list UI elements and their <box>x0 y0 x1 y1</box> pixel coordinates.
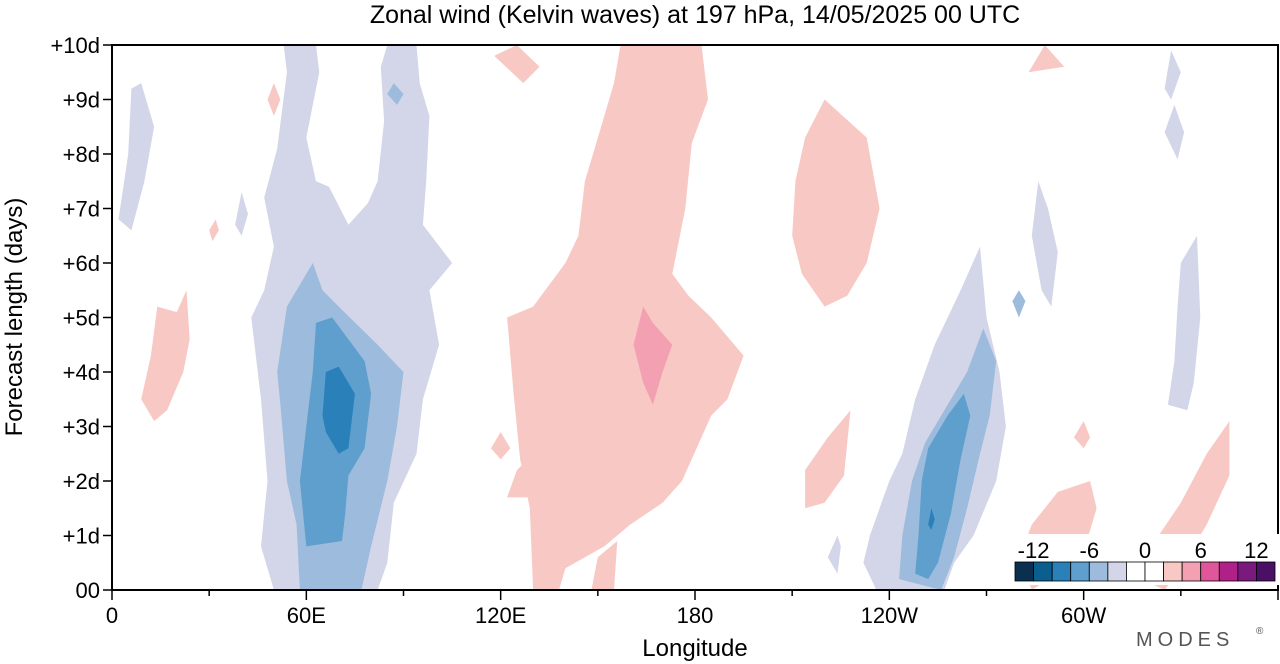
y-tick-label: +5d <box>63 306 100 331</box>
contour-region-pos2-3 <box>591 541 618 590</box>
registered-mark: ® <box>1256 626 1264 637</box>
contour-region-neg2-8 <box>235 192 248 236</box>
x-tick-label: 120W <box>861 603 919 628</box>
contour-region-pos4-0 <box>633 306 673 405</box>
y-tick-label: +2d <box>63 469 100 494</box>
contour-region-pos2-0 <box>141 290 190 422</box>
contour-region-neg2-2 <box>863 246 1006 590</box>
contour-region-neg2-7 <box>827 535 841 574</box>
colorbar-swatch <box>1163 561 1183 582</box>
contour-region-pos2-1 <box>507 45 744 590</box>
y-tick-label: 00 <box>76 578 100 603</box>
contour-region-neg2-6 <box>1164 50 1181 100</box>
modes-logo: MODES <box>1136 629 1234 651</box>
contour-region-neg8-1 <box>928 508 935 530</box>
colorbar-swatch <box>1218 561 1239 582</box>
colorbar-swatch <box>1181 561 1202 582</box>
contour-region-neg2-4 <box>1167 235 1201 411</box>
colorbar-swatch <box>1051 561 1072 582</box>
contour-region-neg6-1 <box>915 393 971 580</box>
colorbar: -12 -6 0 6 12 <box>1011 534 1279 585</box>
x-axis: 0 60E 120E 180 120W 60W <box>106 590 1279 628</box>
colorbar-swatch <box>1088 561 1109 582</box>
y-tick-label: +8d <box>63 142 100 167</box>
contour-region-pos2-7 <box>507 453 546 498</box>
contour-region-pos2-11 <box>1028 45 1065 73</box>
contour-region-neg2-5 <box>1164 104 1185 160</box>
contour-region-neg2-0 <box>118 83 155 231</box>
x-tick-label: 180 <box>677 603 714 628</box>
colorbar-swatch <box>1144 561 1164 582</box>
contour-region-pos2-8 <box>490 432 511 460</box>
colorbar-label: -12 <box>1018 538 1050 563</box>
contour-region-pos2-9 <box>1073 421 1091 449</box>
colorbar-swatch <box>1070 561 1090 582</box>
colorbar-swatch <box>1126 561 1146 582</box>
contour-region-neg8-0 <box>322 366 355 454</box>
y-axis-label: Forecast length (days) <box>1 198 28 437</box>
colorbar-label: 12 <box>1244 538 1268 563</box>
x-axis-label: Longitude <box>642 635 747 662</box>
chart-title: Zonal wind (Kelvin waves) at 197 hPa, 14… <box>370 1 1020 29</box>
y-tick-label: +10d <box>50 33 100 58</box>
contour-region-neg4-2 <box>387 83 404 105</box>
y-tick-label: +1d <box>63 524 100 549</box>
x-tick-label: 120E <box>475 603 526 628</box>
contour-region-pos2-12 <box>209 219 219 242</box>
colorbar-label: 0 <box>1139 538 1151 563</box>
colorbar-swatch <box>1237 561 1257 582</box>
y-tick-label: +3d <box>63 415 100 440</box>
colorbar-swatch <box>1033 561 1053 582</box>
y-tick-label: +9d <box>63 88 100 113</box>
y-tick-label: +4d <box>63 360 100 385</box>
x-tick-label: 0 <box>106 603 118 628</box>
contour-region-pos2-4 <box>805 410 851 509</box>
colorbar-swatch <box>1014 561 1034 582</box>
colorbar-label: 6 <box>1195 538 1207 563</box>
y-axis: 00 +1d +2d +3d +4d +5d +6d +7d +8d +9d +10d <box>50 33 112 603</box>
contour-region-pos2-10 <box>494 45 540 84</box>
x-tick-label: 60E <box>287 603 326 628</box>
colorbar-swatch <box>1107 561 1127 582</box>
colorbar-label: -6 <box>1080 538 1100 563</box>
contour-region-neg2-3 <box>1031 181 1058 307</box>
y-tick-label: +6d <box>63 251 100 276</box>
x-tick-label: 60W <box>1061 603 1106 628</box>
contour-region-pos2-13 <box>267 83 281 116</box>
y-tick-label: +7d <box>63 197 100 222</box>
contour-region-neg4-3 <box>1012 290 1026 318</box>
colorbar-swatch <box>1256 561 1276 582</box>
contour-fields <box>118 45 1230 590</box>
contour-region-pos2-2 <box>792 99 880 307</box>
colorbar-swatch <box>1200 561 1220 582</box>
